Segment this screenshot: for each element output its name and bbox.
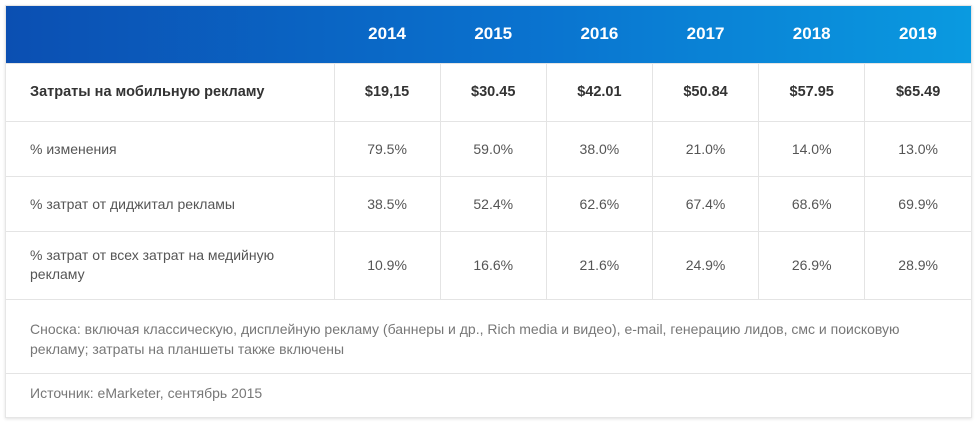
table-cell: 26.9% [758, 230, 865, 299]
header-year-2014: 2014 [368, 24, 406, 44]
row-label: % изменения [6, 120, 334, 176]
table-cell: 69.9% [864, 175, 971, 231]
table-cell: 16.6% [439, 230, 547, 299]
mobile-ad-spend-table: 2014 2015 2016 2017 2018 2019 Затраты на… [6, 6, 971, 299]
data-table-card: 2014 2015 2016 2017 2018 2019 Затраты на… [5, 5, 972, 418]
header-label-cell [6, 6, 334, 63]
header-year-2018: 2018 [792, 24, 831, 44]
row-label: % затрат от диджитал рекламы [6, 175, 334, 231]
header-year-2017: 2017 [686, 24, 725, 44]
table-cell: 62.6% [545, 175, 653, 231]
source-note: Источник: eMarketer, сентябрь 2015 [6, 373, 971, 403]
table-cell: 24.9% [651, 230, 759, 299]
header-year-2019: 2019 [898, 24, 937, 44]
row-label: % затрат от всех затрат на медийную рекл… [6, 230, 334, 299]
table-row-media-share: % затрат от всех затрат на медийную рекл… [6, 230, 971, 299]
table-cell: 28.9% [864, 230, 971, 299]
table-cell: 21.0% [651, 120, 759, 176]
table-cell: 67.4% [651, 175, 759, 231]
header-year-2015: 2015 [474, 24, 513, 44]
table-cell: 59.0% [439, 120, 547, 176]
table-cell: 14.0% [758, 120, 865, 176]
header-year-2016: 2016 [580, 24, 619, 44]
table-cell: 10.9% [333, 230, 441, 299]
table-cell: 38.0% [545, 120, 653, 176]
table-cell: $65.49 [864, 62, 971, 121]
table-cell: $57.95 [758, 62, 865, 121]
table-cell: $19,15 [333, 62, 441, 121]
table-row-mobile-ad-spend: Затраты на мобильную рекламу $19,15 $30.… [6, 62, 971, 121]
footnote: Сноска: включая классическую, дисплейную… [6, 299, 971, 373]
table-cell: 79.5% [333, 120, 441, 176]
table-cell: 21.6% [545, 230, 653, 299]
table-cell: 68.6% [758, 175, 865, 231]
table-cell: $50.84 [651, 62, 759, 121]
table-cell: 13.0% [864, 120, 971, 176]
table-cell: $30.45 [439, 62, 547, 121]
table-cell: $42.01 [545, 62, 653, 121]
row-label: Затраты на мобильную рекламу [6, 62, 334, 121]
table-cell: 52.4% [439, 175, 547, 231]
table-cell: 38.5% [333, 175, 441, 231]
header-row: 2014 2015 2016 2017 2018 2019 [6, 6, 971, 63]
table-row-digital-share: % затрат от диджитал рекламы 38.5% 52.4%… [6, 175, 971, 231]
table-row-change-percent: % изменения 79.5% 59.0% 38.0% 21.0% 14.0… [6, 120, 971, 176]
